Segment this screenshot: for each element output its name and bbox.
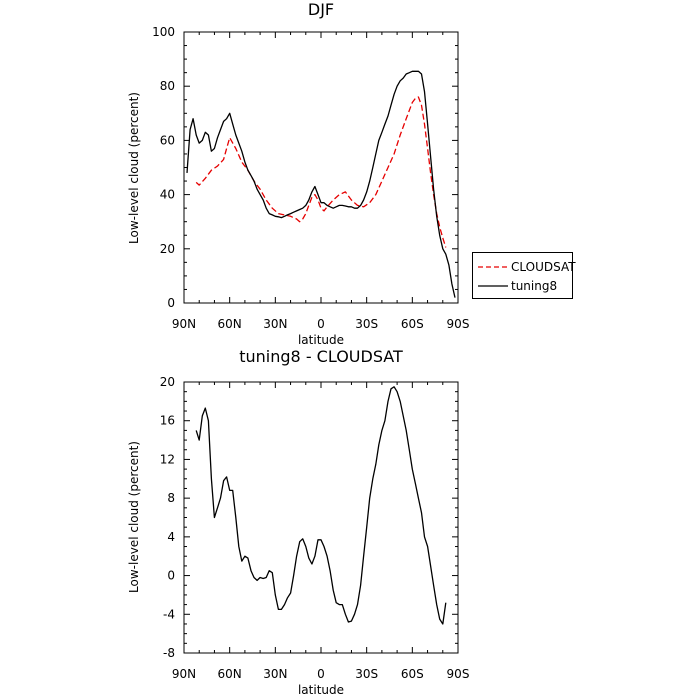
bottom-x-tick-label: 0 [317,667,325,681]
bottom-y-tick-label: 20 [160,375,175,389]
top-y-tick-label: 40 [160,188,175,202]
top-y-tick-label: 20 [160,242,175,256]
legend-entry-cloudsat: CLOUDSAT [477,259,576,275]
top-chart-x-axis-label: latitude [298,333,344,347]
top-y-tick-label: 100 [152,25,175,39]
bottom-x-tick-label: 30N [263,667,287,681]
series-line-tuning8 [186,70,456,298]
bottom-plot-frame [183,381,459,654]
top-x-tick-label: 90S [447,317,470,331]
bottom-y-tick-label: 16 [160,414,175,428]
bottom-y-tick-label: -8 [163,646,175,660]
top-chart-panel: DJF latitude Low-level cloud (percent) 9… [127,0,469,347]
bottom-x-tick-label: 90S [447,667,470,681]
bottom-chart-title: tuning8 - CLOUDSAT [239,347,403,366]
bottom-series-line [195,386,447,625]
solid-black-line-swatch [478,285,508,287]
bottom-x-tick-label: 90N [172,667,196,681]
series-line-cloudsat [195,96,447,248]
legend-label-cloudsat: CLOUDSAT [511,260,576,274]
bottom-y-tick-label: 0 [167,569,175,583]
legend-label-tuning8: tuning8 [511,279,558,293]
top-chart-title: DJF [308,0,334,19]
legend-entry-tuning8: tuning8 [477,278,557,294]
top-x-tick-label: 0 [317,317,325,331]
top-y-tick-label: 0 [167,296,175,310]
top-plot-frame [183,31,459,304]
bottom-y-tick-label: -4 [163,607,175,621]
top-chart-legend: CLOUDSAT tuning8 [472,252,576,299]
dashed-red-line-swatch [478,266,508,268]
bottom-y-tick-label: 4 [167,530,175,544]
top-chart-y-axis-label: Low-level cloud (percent) [127,92,141,244]
top-x-tick-label: 30S [355,317,378,331]
bottom-chart-panel: tuning8 - CLOUDSAT latitude Low-level cl… [127,347,469,697]
bottom-x-tick-label: 60S [401,667,424,681]
top-x-tick-label: 30N [263,317,287,331]
bottom-chart-x-axis-label: latitude [298,683,344,697]
bottom-y-tick-label: 12 [160,452,175,466]
bottom-y-tick-label: 8 [167,491,175,505]
bottom-x-tick-label: 30S [355,667,378,681]
top-x-tick-label: 60S [401,317,424,331]
bottom-x-tick-label: 60N [218,667,242,681]
top-x-tick-label: 90N [172,317,196,331]
top-x-tick-label: 60N [218,317,242,331]
bottom-chart-y-axis-label: Low-level cloud (percent) [127,441,141,593]
top-y-tick-label: 60 [160,133,175,147]
top-y-tick-label: 80 [160,79,175,93]
